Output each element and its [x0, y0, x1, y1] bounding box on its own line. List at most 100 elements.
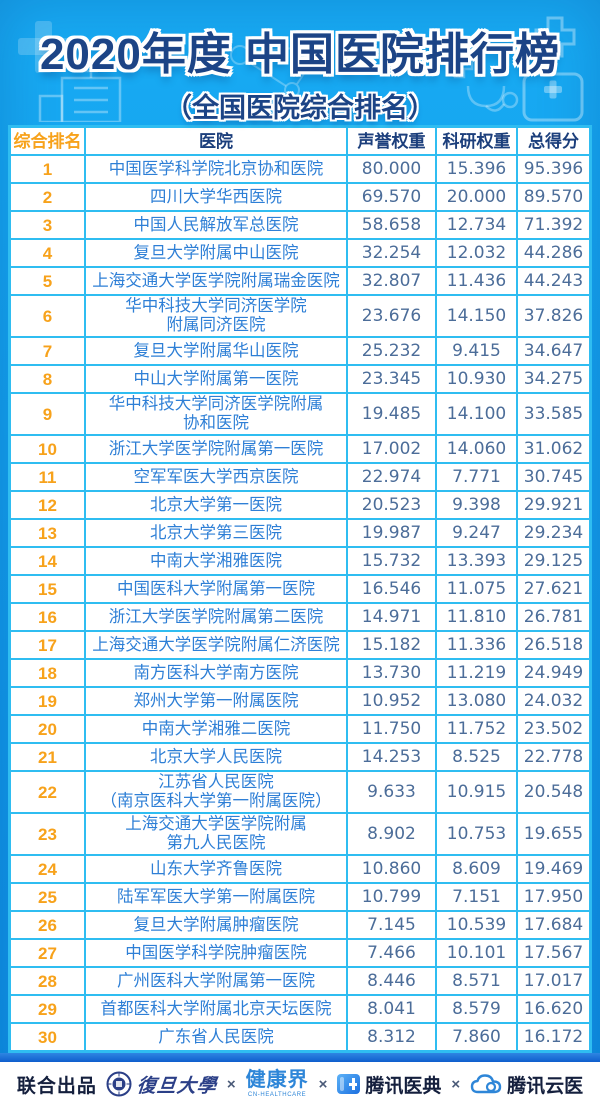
column-header-research: 科研权重 — [437, 128, 516, 154]
separator-x: × — [226, 1075, 236, 1093]
hospital-building-icon — [38, 64, 122, 122]
table-row: 15 中国医科大学附属第一医院 16.546 11.075 27.621 — [11, 576, 589, 602]
research-cell: 11.810 — [437, 604, 516, 630]
hospital-cell: 中国人民解放军总医院 — [86, 212, 346, 238]
research-cell: 11.219 — [437, 660, 516, 686]
rank-cell: 13 — [11, 520, 84, 546]
total-cell: 17.017 — [518, 968, 589, 994]
research-cell: 11.336 — [437, 632, 516, 658]
total-cell: 44.243 — [518, 268, 589, 294]
column-header-reputation: 声誉权重 — [348, 128, 435, 154]
total-cell: 19.469 — [518, 856, 589, 882]
reputation-cell: 14.253 — [348, 744, 435, 770]
tencent-cloud-medicine-wordmark: 腾讯云医 — [507, 1075, 584, 1097]
molecule-icon — [230, 42, 328, 98]
total-cell: 26.518 — [518, 632, 589, 658]
rank-cell: 14 — [11, 548, 84, 574]
research-cell: 15.396 — [437, 156, 516, 182]
hospital-cell: 浙江大学医学院附属第一医院 — [86, 436, 346, 462]
hospital-cell: 复旦大学附属中山医院 — [86, 240, 346, 266]
fudan-seal-icon — [106, 1071, 132, 1097]
total-cell: 34.647 — [518, 338, 589, 364]
table-row: 21 北京大学人民医院 14.253 8.525 22.778 — [11, 744, 589, 770]
rank-cell: 11 — [11, 464, 84, 490]
rank-cell: 27 — [11, 940, 84, 966]
research-cell: 7.151 — [437, 884, 516, 910]
reputation-cell: 8.312 — [348, 1024, 435, 1050]
fudan-university-logo: 復旦大學 — [106, 1071, 218, 1098]
table-row: 29 首都医科大学附属北京天坛医院 8.041 8.579 16.620 — [11, 996, 589, 1022]
reputation-cell: 10.799 — [348, 884, 435, 910]
total-cell: 17.950 — [518, 884, 589, 910]
table-row: 3 中国人民解放军总医院 58.658 12.734 71.392 — [11, 212, 589, 238]
research-cell: 14.100 — [437, 394, 516, 434]
total-cell: 33.585 — [518, 394, 589, 434]
reputation-cell: 15.182 — [348, 632, 435, 658]
research-cell: 8.571 — [437, 968, 516, 994]
rank-cell: 19 — [11, 688, 84, 714]
research-cell: 11.752 — [437, 716, 516, 742]
hospital-cell: 中国医学科学院北京协和医院 — [86, 156, 346, 182]
rank-cell: 12 — [11, 492, 84, 518]
reputation-cell: 80.000 — [348, 156, 435, 182]
total-cell: 95.396 — [518, 156, 589, 182]
table-row: 5 上海交通大学医学院附属瑞金医院 32.807 11.436 44.243 — [11, 268, 589, 294]
reputation-cell: 23.676 — [348, 296, 435, 336]
reputation-cell: 8.041 — [348, 996, 435, 1022]
hospital-cell: 陆军军医大学第一附属医院 — [86, 884, 346, 910]
reputation-cell: 23.345 — [348, 366, 435, 392]
hospital-cell: 四川大学华西医院 — [86, 184, 346, 210]
rank-cell: 10 — [11, 436, 84, 462]
page-subtitle: （全国医院综合排名） — [165, 93, 435, 123]
reputation-cell: 19.987 — [348, 520, 435, 546]
rank-cell: 21 — [11, 744, 84, 770]
table-row: 6 华中科技大学同济医学院 附属同济医院 23.676 14.150 37.82… — [11, 296, 589, 336]
research-cell: 9.247 — [437, 520, 516, 546]
research-cell: 14.150 — [437, 296, 516, 336]
reputation-cell: 69.570 — [348, 184, 435, 210]
total-cell: 27.621 — [518, 576, 589, 602]
rank-cell: 15 — [11, 576, 84, 602]
rank-cell: 3 — [11, 212, 84, 238]
total-cell: 71.392 — [518, 212, 589, 238]
total-cell: 34.275 — [518, 366, 589, 392]
reputation-cell: 15.732 — [348, 548, 435, 574]
research-cell: 13.393 — [437, 548, 516, 574]
hospital-cell: 上海交通大学医学院附属仁济医院 — [86, 632, 346, 658]
hospital-cell: 北京大学人民医院 — [86, 744, 346, 770]
research-cell: 8.609 — [437, 856, 516, 882]
rank-cell: 4 — [11, 240, 84, 266]
hospital-cell: 浙江大学医学院附属第二医院 — [86, 604, 346, 630]
reputation-cell: 11.750 — [348, 716, 435, 742]
column-header-total: 总得分 — [518, 128, 589, 154]
total-cell: 29.921 — [518, 492, 589, 518]
footer: 联合出品 復旦大學 × 健康界 CN-HEALTHCARE × — [0, 1062, 600, 1106]
separator-x: × — [451, 1075, 461, 1093]
table-row: 22 江苏省人民医院 （南京医科大学第一附属医院） 9.633 10.915 2… — [11, 772, 589, 812]
cloud-icon — [470, 1074, 502, 1094]
hospital-cell: 中南大学湘雅医院 — [86, 548, 346, 574]
hospital-cell: 中国医学科学院肿瘤医院 — [86, 940, 346, 966]
reputation-cell: 8.446 — [348, 968, 435, 994]
cn-healthcare-subtext: CN-HEALTHCARE — [247, 1092, 307, 1098]
cn-healthcare-wordmark: 健康界 — [245, 1069, 309, 1091]
rank-cell: 25 — [11, 884, 84, 910]
reputation-cell: 8.902 — [348, 814, 435, 854]
research-cell: 10.101 — [437, 940, 516, 966]
rank-cell: 26 — [11, 912, 84, 938]
cross-icon — [445, 50, 474, 79]
rank-cell: 20 — [11, 716, 84, 742]
research-cell: 14.060 — [437, 436, 516, 462]
total-cell: 16.620 — [518, 996, 589, 1022]
hospital-cell: 北京大学第三医院 — [86, 520, 346, 546]
total-cell: 31.062 — [518, 436, 589, 462]
table-row: 19 郑州大学第一附属医院 10.952 13.080 24.032 — [11, 688, 589, 714]
page-title: 2020年度 中国医院排行榜 — [39, 30, 561, 79]
footer-divider-strip — [0, 1053, 600, 1062]
hospital-cell: 华中科技大学同济医学院附属 协和医院 — [86, 394, 346, 434]
total-cell: 24.949 — [518, 660, 589, 686]
rank-cell: 23 — [11, 814, 84, 854]
research-cell: 7.771 — [437, 464, 516, 490]
hospital-cell: 中南大学湘雅二医院 — [86, 716, 346, 742]
